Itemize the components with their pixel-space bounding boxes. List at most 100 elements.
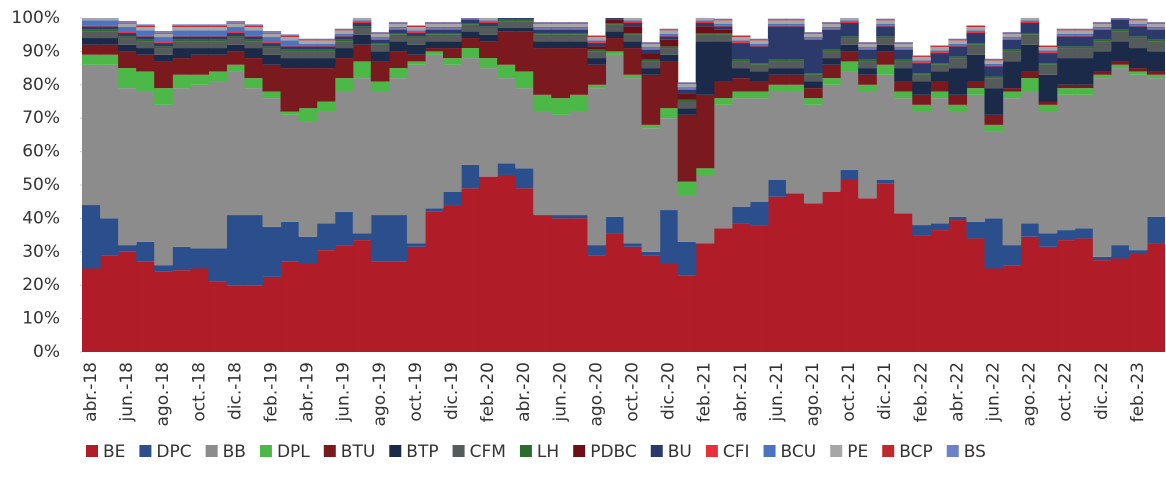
area-segment xyxy=(984,60,1004,64)
area-segment xyxy=(1110,29,1130,32)
area-segment xyxy=(641,53,661,60)
area-segment xyxy=(172,27,191,31)
area-segment xyxy=(858,47,877,49)
legend-swatch xyxy=(650,445,663,457)
area-segment xyxy=(1020,34,1040,45)
area-segment xyxy=(840,20,859,23)
area-segment xyxy=(1092,22,1112,23)
area-segment xyxy=(82,14,101,16)
area-segment xyxy=(551,34,570,42)
area-segment xyxy=(767,68,787,75)
area-segment xyxy=(424,51,444,55)
area-segment xyxy=(605,216,625,234)
area-segment xyxy=(334,35,354,37)
area-segment xyxy=(1111,13,1130,14)
area-segment xyxy=(551,22,570,24)
area-segment xyxy=(515,9,534,10)
area-segment xyxy=(713,19,733,21)
area-segment xyxy=(370,91,390,216)
area-segment xyxy=(1128,48,1148,69)
legend-swatch xyxy=(205,445,218,457)
area-segment xyxy=(406,30,426,33)
area-segment xyxy=(785,23,805,26)
area-segment xyxy=(82,54,101,65)
area-segment xyxy=(226,71,246,216)
area-segment xyxy=(1038,46,1058,48)
area-segment xyxy=(677,108,697,115)
area-segment xyxy=(208,27,227,31)
area-segment xyxy=(515,14,534,16)
x-tick-label: feb.-22 xyxy=(911,362,931,422)
area-segment xyxy=(1056,46,1076,49)
area-segment xyxy=(804,98,823,105)
area-segment xyxy=(569,218,588,352)
area-segment xyxy=(749,225,769,352)
area-segment xyxy=(767,19,787,21)
area-segment xyxy=(587,245,607,256)
area-segment xyxy=(695,22,715,24)
area-segment xyxy=(1056,58,1076,85)
area-segment xyxy=(82,31,101,39)
area-segment xyxy=(659,210,679,264)
x-tick-label: ago.-22 xyxy=(1020,362,1040,426)
area-segment xyxy=(948,40,968,44)
area-segment xyxy=(587,49,607,52)
area-segment xyxy=(424,33,444,35)
area-segment xyxy=(677,195,697,242)
area-segment xyxy=(695,243,715,352)
area-segment xyxy=(353,15,372,16)
area-segment xyxy=(262,48,282,55)
area-segment xyxy=(497,18,516,20)
area-segment xyxy=(731,35,751,37)
area-segment xyxy=(443,191,462,206)
area-segment xyxy=(767,59,787,62)
area-segment xyxy=(930,81,949,92)
area-segment xyxy=(479,22,498,24)
area-segment xyxy=(677,87,697,89)
area-segment xyxy=(370,51,390,62)
legend-swatch xyxy=(389,445,402,457)
area-segment xyxy=(334,91,354,212)
area-segment xyxy=(208,71,227,82)
area-segment xyxy=(1038,104,1058,112)
area-segment xyxy=(966,94,986,222)
area-segment xyxy=(1128,38,1148,49)
area-segment xyxy=(1111,14,1130,17)
legend-label: CFI xyxy=(723,442,750,462)
area-segment xyxy=(118,33,137,37)
area-segment xyxy=(515,28,534,32)
area-segment xyxy=(785,91,805,194)
area-segment xyxy=(605,31,625,39)
area-segment xyxy=(1056,88,1076,95)
area-segment xyxy=(533,111,552,216)
area-segment xyxy=(1038,74,1058,102)
area-segment xyxy=(172,58,191,75)
area-segment xyxy=(966,221,986,239)
area-segment xyxy=(695,18,715,21)
area-segment xyxy=(984,63,1004,66)
area-segment xyxy=(551,22,570,23)
area-segment xyxy=(118,38,137,45)
area-segment xyxy=(623,48,643,75)
area-segment xyxy=(533,94,552,112)
area-segment xyxy=(1002,61,1022,89)
area-segment xyxy=(659,28,679,30)
area-segment xyxy=(624,15,643,16)
area-segment xyxy=(767,20,787,24)
area-segment xyxy=(1074,46,1094,49)
area-segment xyxy=(262,64,282,92)
area-segment xyxy=(280,58,300,69)
area-segment xyxy=(894,81,913,92)
area-segment xyxy=(641,59,661,62)
area-segment xyxy=(244,78,264,89)
area-segment xyxy=(1074,88,1094,95)
area-segment xyxy=(334,28,354,30)
area-segment xyxy=(262,32,282,34)
area-segment xyxy=(226,36,246,39)
area-segment xyxy=(1056,30,1076,34)
area-segment xyxy=(641,49,661,54)
area-segment xyxy=(858,61,877,69)
area-segment xyxy=(1092,29,1112,40)
area-segment xyxy=(1128,68,1148,72)
